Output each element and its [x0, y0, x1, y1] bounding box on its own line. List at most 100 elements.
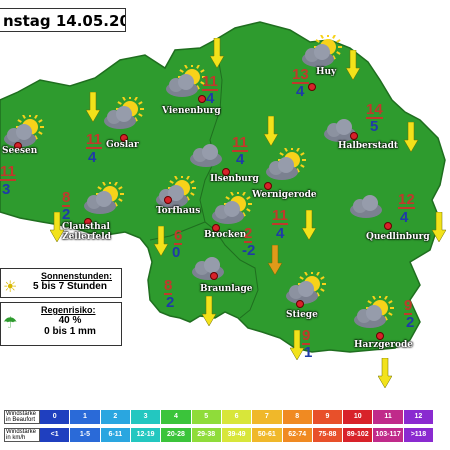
station-marker	[84, 218, 92, 226]
wind-arrow-icon	[210, 38, 224, 68]
min-temp-quedlinburg: 4	[400, 209, 409, 226]
wind-arrow-icon	[432, 212, 446, 242]
min-temp-halberstadt: 5	[370, 118, 379, 135]
station-marker	[212, 224, 220, 232]
rain-risk-label: Regenrisiko:	[41, 305, 96, 315]
max-temp-wernigerode2: 11	[272, 207, 288, 225]
min-temp-vienenburg: 4	[206, 90, 215, 107]
city-label-goslar: Goslar	[106, 140, 139, 150]
min-temp-harzgerode: 2	[406, 314, 415, 331]
wind-arrow-icon	[290, 330, 304, 360]
station-marker	[198, 95, 206, 103]
station-marker	[308, 83, 316, 91]
kmh-legend-cell: 62-74	[282, 428, 313, 442]
rain-percent: 40 %	[58, 315, 82, 326]
station-marker	[264, 182, 272, 190]
max-temp-stiege: 9	[302, 327, 311, 345]
wind-arrow-icon	[346, 50, 360, 80]
kmh-legend-cell: 20-28	[161, 428, 192, 442]
sun-icon: ☀	[3, 279, 18, 296]
partly-cloudy-sun-icon	[156, 176, 196, 208]
station-marker	[164, 196, 172, 204]
rain-risk-box: Regenrisiko: ☂ 40 % 0 bis 1 mm	[0, 302, 122, 346]
wind-arrow-icon	[264, 116, 278, 146]
station-marker	[384, 222, 392, 230]
min-temp-huy: 4	[296, 83, 305, 100]
city-label-quedlinburg: Quedlinburg	[366, 232, 430, 242]
beaufort-legend-cell: 0	[40, 410, 71, 424]
cloudy-icon	[350, 195, 382, 218]
wind-arrow-icon	[86, 92, 100, 122]
partly-cloudy-sun-icon	[212, 192, 252, 224]
min-temp-clausthal: 2	[62, 206, 71, 223]
city-label-torfhaus: Torfhaus	[156, 206, 201, 216]
partly-cloudy-sun-icon	[302, 35, 342, 67]
max-temp-goslar: 11	[86, 131, 102, 149]
kmh-legend-cell: <1	[40, 428, 71, 442]
wind-arrow-icon	[302, 210, 316, 240]
min-temp-torfhaus: 0	[172, 244, 181, 261]
rain-amount: 0 bis 1 mm	[44, 326, 96, 337]
kmh-legend-cell: 89-102	[343, 428, 374, 442]
city-label-vienenburg: Vienenburg	[162, 106, 221, 116]
min-temp-goslar: 4	[88, 149, 97, 166]
max-temp-braunlage: 8	[164, 277, 173, 295]
kmh-legend-cell: 75-88	[312, 428, 344, 442]
station-marker	[376, 332, 384, 340]
city-label-brocken: Brocken	[204, 230, 247, 240]
wind-arrow-icon	[404, 122, 418, 152]
kmh-legend-cell: 6-11	[100, 428, 131, 442]
city-label-seesen: Seesen	[2, 146, 38, 156]
city-label-halberstadt: Halberstadt	[338, 141, 399, 151]
city-label-stiege: Stiege	[286, 310, 318, 320]
date-title: nstag 14.05.2019	[0, 8, 126, 32]
station-marker	[296, 300, 304, 308]
max-temp-clausthal: 8	[62, 189, 71, 207]
city-label-braunlage: Braunlage	[200, 284, 253, 294]
max-temp-brocken: 2	[244, 225, 253, 243]
sunshine-label: Sonnenstunden:	[41, 271, 112, 281]
umbrella-icon: ☂	[3, 315, 18, 332]
city-label-ilsenburg: Ilsenburg	[210, 174, 259, 184]
max-temp-seesen: 11	[0, 163, 16, 181]
beaufort-legend-cell: 3	[130, 410, 162, 424]
legend-beaufort-label: Windstärke in Beaufort	[4, 410, 40, 424]
station-marker	[14, 142, 22, 150]
cloudy-icon	[190, 144, 222, 167]
wind-arrow-icon	[202, 296, 216, 326]
beaufort-legend-cell: 2	[100, 410, 131, 424]
kmh-legend-cell: >118	[403, 428, 435, 442]
wind-arrow-icon	[50, 212, 64, 242]
min-temp-braunlage: 2	[166, 294, 175, 311]
city-label-harzgerode: Harzgerode	[354, 340, 413, 350]
beaufort-legend-cell: 11	[373, 410, 404, 424]
min-temp-wernigerode2: 4	[276, 225, 285, 242]
max-temp-quedlinburg: 12	[398, 191, 415, 209]
partly-cloudy-sun-icon	[286, 272, 326, 304]
kmh-legend-cell: 103-117	[373, 428, 404, 442]
partly-cloudy-sun-icon	[166, 65, 206, 97]
max-temp-huy: 13	[292, 66, 309, 84]
legend-beaufort-row: Windstärke in Beaufort 0 1 2 3 4 5 6 7 8 9 10 11 12	[4, 410, 435, 424]
station-marker	[222, 168, 230, 176]
beaufort-legend-cell: 6	[221, 410, 253, 424]
wind-arrow-icon	[378, 358, 392, 388]
land-area	[0, 21, 446, 353]
station-marker	[120, 134, 128, 142]
max-temp-ilsenburg: 11	[232, 134, 248, 152]
city-label-wernigerode: Wernigerode	[252, 190, 317, 200]
max-temp-torfhaus: 6	[174, 227, 183, 245]
partly-cloudy-sun-icon	[4, 115, 44, 147]
legend-kmh-label: Windstärke in km/h	[4, 428, 40, 442]
min-temp-stiege: 1	[304, 344, 313, 361]
min-temp-seesen: 3	[2, 181, 11, 198]
min-temp-brocken: -2	[242, 242, 256, 259]
kmh-legend-cell: 29-38	[191, 428, 222, 442]
sunshine-value: 5 bis 7 Stunden	[33, 281, 107, 292]
beaufort-legend-cell: 12	[403, 410, 435, 424]
station-marker	[210, 272, 218, 280]
beaufort-legend-cell: 5	[191, 410, 222, 424]
beaufort-legend-cell: 7	[252, 410, 283, 424]
beaufort-legend-cell: 10	[343, 410, 374, 424]
